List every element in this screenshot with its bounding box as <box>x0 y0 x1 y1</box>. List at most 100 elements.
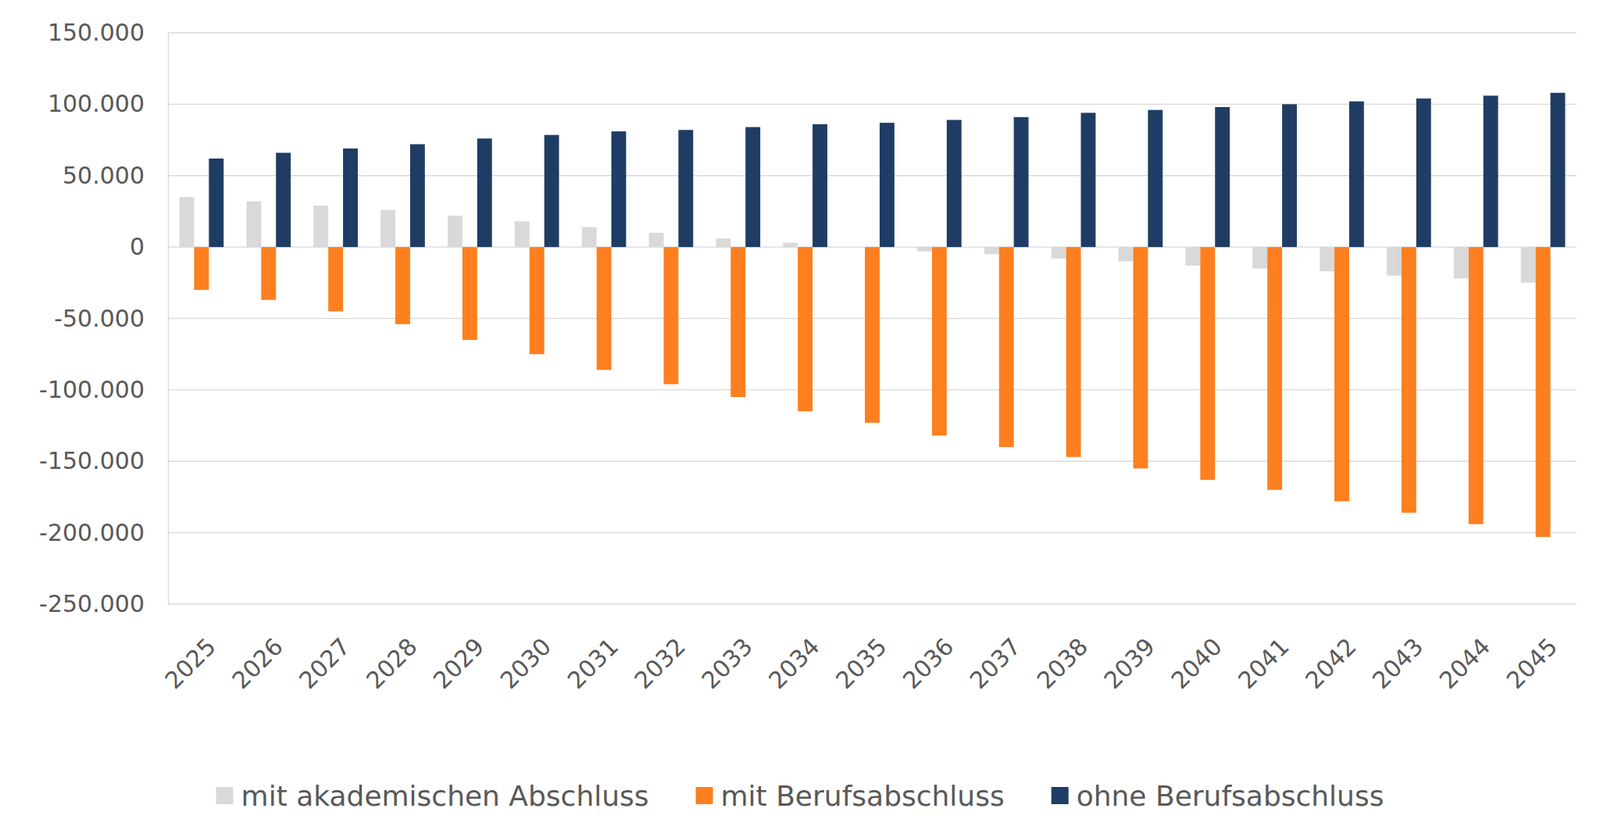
bar <box>410 144 425 248</box>
bar <box>850 246 865 248</box>
x-tick: 2040 <box>1165 603 1228 694</box>
bar <box>1118 246 1134 261</box>
bar <box>611 131 627 247</box>
x-tick-label: 2041 <box>1232 632 1295 694</box>
x-tick-label: 2043 <box>1367 632 1429 694</box>
x-tick: 2037 <box>964 603 1027 694</box>
bar <box>596 246 612 370</box>
x-tick-label: 2029 <box>428 632 490 694</box>
bar <box>1319 246 1335 272</box>
bar <box>1014 117 1029 247</box>
bar <box>864 246 880 423</box>
bar <box>1550 92 1566 247</box>
x-tick: 2028 <box>360 603 423 694</box>
y-tick: 100.000 <box>47 89 168 118</box>
bar <box>1401 246 1417 513</box>
y-tick: -200.000 <box>39 518 168 547</box>
x-tick-label: 2038 <box>1031 632 1093 694</box>
bar <box>1200 246 1215 480</box>
grid-line <box>167 175 1577 176</box>
x-tick: 2035 <box>830 603 893 694</box>
y-axis: -250.000-200.000-150.000-100.000-50.0000… <box>39 18 168 618</box>
x-tick-label: 2044 <box>1434 632 1497 694</box>
x-tick: 2044 <box>1434 603 1497 694</box>
x-tick-label: 2027 <box>293 632 356 694</box>
bar <box>649 232 665 247</box>
bar <box>946 119 962 247</box>
x-tick-label: 2037 <box>964 632 1027 694</box>
bar <box>663 246 679 384</box>
bar <box>678 129 693 247</box>
bar <box>380 210 396 248</box>
bar <box>1521 246 1536 283</box>
y-tick: -150.000 <box>39 446 168 475</box>
grid-line <box>167 32 1577 33</box>
x-tick-label: 2030 <box>495 632 558 694</box>
bar <box>529 246 545 354</box>
bar <box>1483 95 1499 247</box>
bar <box>1386 246 1402 276</box>
bar <box>932 246 947 436</box>
bar <box>179 196 195 247</box>
bar <box>260 246 276 300</box>
bar <box>715 238 731 247</box>
y-tick-label: -50.000 <box>53 304 145 333</box>
y-tick: -50.000 <box>53 304 168 333</box>
x-tick-label: 2034 <box>763 632 825 694</box>
x-axis: 2025202620272028202920302031203220332034… <box>159 603 1563 694</box>
bar <box>782 242 798 247</box>
x-tick: 2030 <box>495 603 558 694</box>
legend-swatch <box>216 786 234 804</box>
x-tick-label: 2045 <box>1500 632 1563 694</box>
plot: -250.000-200.000-150.000-100.000-50.0000… <box>39 18 1577 694</box>
grid-line <box>167 532 1577 533</box>
y-tick-label: 100.000 <box>47 89 145 118</box>
x-tick: 2027 <box>293 603 356 694</box>
x-tick: 2036 <box>897 603 960 694</box>
y-tick: -250.000 <box>39 589 168 618</box>
x-tick: 2043 <box>1367 603 1429 694</box>
bar <box>1282 103 1297 247</box>
bar <box>879 122 895 247</box>
legend-swatch <box>696 786 714 804</box>
bar <box>395 246 411 325</box>
x-tick: 2038 <box>1031 603 1093 694</box>
bar <box>544 135 560 247</box>
x-tick: 2025 <box>159 603 222 694</box>
x-tick-label: 2039 <box>1098 632 1161 694</box>
bar <box>1051 246 1067 259</box>
bar <box>1453 246 1469 279</box>
grid <box>167 32 1577 604</box>
bar <box>999 246 1015 447</box>
bar <box>514 221 530 247</box>
x-tick-label: 2042 <box>1300 632 1362 694</box>
bar <box>730 246 746 397</box>
y-tick-label: 50.000 <box>62 161 145 190</box>
x-tick-label: 2026 <box>226 632 289 694</box>
bar <box>1349 101 1365 247</box>
bar <box>193 246 209 290</box>
x-tick-label: 2033 <box>696 632 758 694</box>
y-tick-label: -150.000 <box>39 446 145 475</box>
x-tick-label: 2032 <box>628 632 691 694</box>
bar <box>984 246 1000 254</box>
bar <box>1468 246 1484 525</box>
grid-line <box>167 603 1577 604</box>
bar <box>462 246 478 340</box>
bar <box>1416 98 1432 247</box>
chart: -250.000-200.000-150.000-100.000-50.0000… <box>0 0 1600 837</box>
bar-series <box>208 92 1565 247</box>
x-tick: 2045 <box>1500 603 1563 694</box>
bar <box>1252 246 1268 268</box>
x-tick-label: 2040 <box>1165 632 1228 694</box>
x-tick-label: 2025 <box>159 632 222 694</box>
legend: mit akademischen Abschlussmit Berufsabsc… <box>216 779 1385 812</box>
bar <box>917 246 933 251</box>
bar <box>1535 246 1551 537</box>
bar <box>447 215 463 247</box>
y-axis-line <box>167 33 169 605</box>
y-tick: 150.000 <box>47 18 168 47</box>
x-tick: 2042 <box>1300 603 1362 694</box>
y-tick: -100.000 <box>39 375 168 404</box>
bar <box>246 201 261 247</box>
